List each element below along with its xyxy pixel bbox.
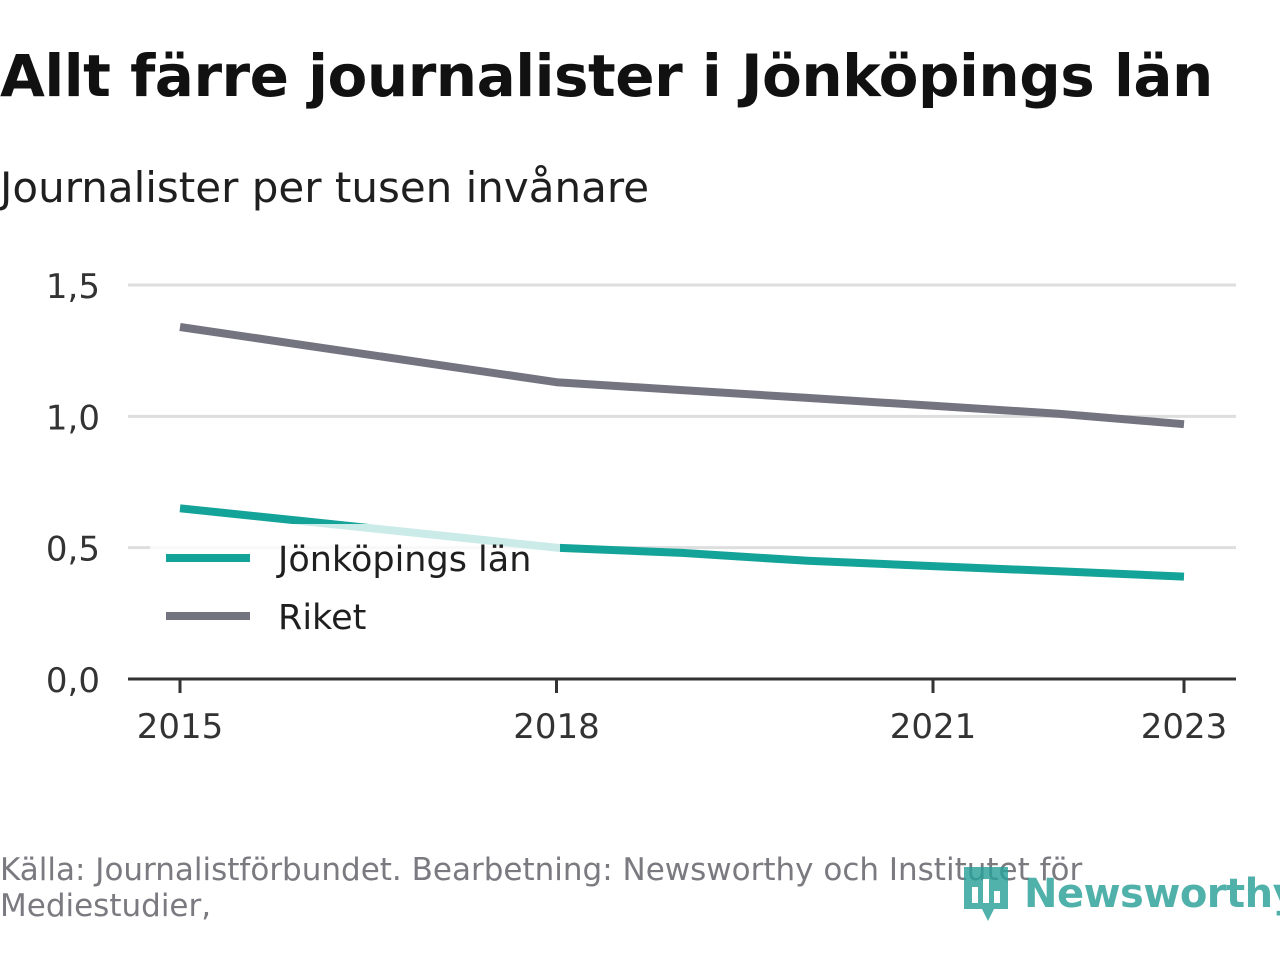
brand-name: Newsworthy	[1024, 871, 1280, 917]
y-tick-label: 0,0	[46, 661, 100, 701]
x-tick-label: 2018	[513, 707, 600, 747]
y-tick-label: 1,0	[46, 398, 100, 438]
y-tick-label: 0,5	[46, 530, 100, 570]
brand-logo: Newsworthy	[960, 862, 1280, 926]
source-note: Källa: Journalistförbundet. Bearbetning:…	[0, 852, 1083, 924]
x-tick-label: 2023	[1141, 707, 1228, 747]
y-tick-label: 1,5	[46, 267, 100, 307]
x-tick-label: 2021	[890, 707, 977, 747]
chart-title: Allt färre journalister i Jönköpings län	[0, 42, 1213, 110]
legend-label: Jönköpings län	[276, 540, 531, 580]
x-tick-label: 2015	[137, 707, 224, 747]
series-line-riket	[179, 323, 1185, 429]
newsworthy-logo-icon	[964, 867, 1008, 921]
chart-subtitle: Journalister per tusen invånare	[0, 163, 650, 212]
legend-background	[150, 524, 560, 642]
legend-label: Riket	[278, 598, 366, 638]
